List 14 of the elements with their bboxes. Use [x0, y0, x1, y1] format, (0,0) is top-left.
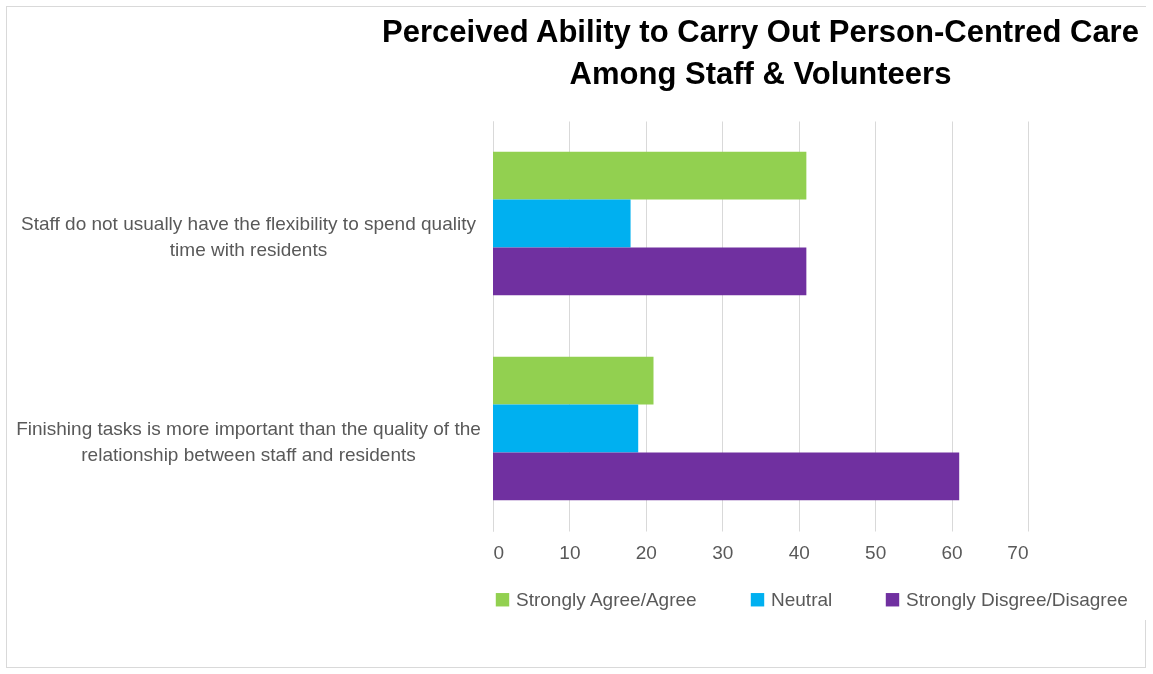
x-tick-label: 40 [788, 541, 810, 563]
x-tick-label: 0 [493, 541, 505, 563]
x-tick-label: 70 [1007, 541, 1029, 563]
chart-title: Perceived Ability to Carry Out Person-Centred Care Among Staff & Volunteers [382, 14, 1139, 91]
legend-label: Strongly Disgree/Disagree [906, 588, 1128, 610]
x-tick-label: 50 [865, 541, 887, 563]
legend-label: Strongly Agree/Agree [516, 588, 697, 610]
x-tick-label: 10 [559, 541, 581, 563]
x-tick-label: 60 [941, 541, 963, 563]
y-tick-label: Staff do not usually have the flexibility to spend quality time with residents [21, 212, 477, 260]
legend-label: Neutral [771, 588, 833, 610]
y-tick-label: Finishing tasks is more important than the quality of the relationship between staff and residents [16, 417, 481, 465]
x-tick-label: 20 [635, 541, 657, 563]
x-tick-label: 30 [712, 541, 734, 563]
